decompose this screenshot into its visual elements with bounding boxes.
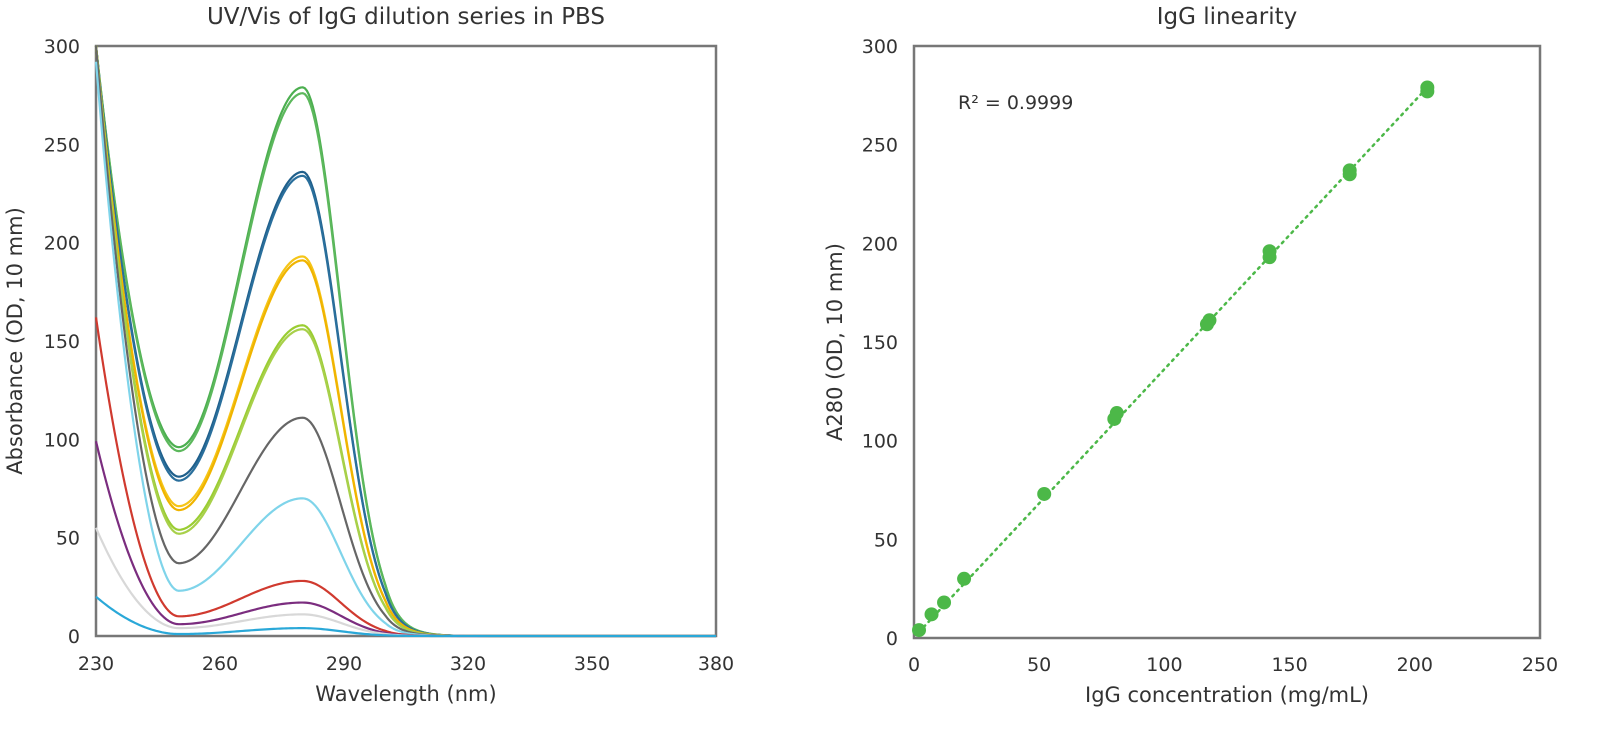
uv-vis-spectrum-chart: UV/Vis of IgG dilution series in PBS 230…: [3, 4, 734, 706]
igg-linearity-chart: IgG linearity 0 50 100 150 200 250 0 50 100 150 2…: [823, 4, 1558, 707]
y-tick-label: 200: [862, 233, 898, 255]
y-tick-labels: 0 50 100 150 200 250 300: [862, 36, 898, 650]
data-point: [1037, 486, 1052, 501]
data-point: [1262, 244, 1277, 259]
x-axis-label: Wavelength (nm): [315, 682, 496, 706]
y-tick-label: 50: [874, 529, 898, 551]
y-tick-label: 250: [862, 135, 898, 157]
x-tick-label: 250: [1522, 654, 1558, 676]
data-point: [937, 595, 952, 610]
y-tick-label: 300: [862, 36, 898, 58]
x-tick-label: 0: [908, 654, 920, 676]
x-tick-label: 230: [78, 653, 114, 675]
data-point: [1109, 406, 1124, 421]
y-tick-label: 150: [44, 331, 80, 353]
y-tick-label: 300: [44, 36, 80, 58]
plot-frame: [912, 44, 1542, 640]
y-tick-label: 250: [44, 134, 80, 156]
x-tick-label: 100: [1146, 654, 1182, 676]
y-tick-label: 50: [56, 528, 80, 550]
x-tick-label: 380: [698, 653, 734, 675]
y-tick-label: 100: [44, 429, 80, 451]
r-squared-annotation: R² = 0.9999: [958, 92, 1073, 114]
y-axis-label: Absorbance (OD, 10 mm): [3, 207, 27, 475]
x-tick-labels: 230 260 290 320 350 380: [78, 653, 734, 675]
y-tick-label: 0: [886, 628, 898, 650]
y-tick-labels: 0 50 100 150 200 250 300: [44, 36, 80, 648]
y-tick-label: 150: [862, 332, 898, 354]
data-point: [1342, 163, 1357, 178]
fit-line: [917, 86, 1429, 634]
spectrum-lines: [94, 45, 716, 638]
x-tick-label: 350: [574, 653, 610, 675]
x-tick-label: 150: [1271, 654, 1307, 676]
chart-title: IgG linearity: [1157, 4, 1298, 30]
x-tick-label: 320: [450, 653, 486, 675]
chart-title: UV/Vis of IgG dilution series in PBS: [207, 4, 605, 30]
y-tick-label: 200: [44, 233, 80, 255]
y-axis-label: A280 (OD, 10 mm): [823, 243, 847, 441]
x-tick-label: 50: [1027, 654, 1051, 676]
data-point: [1420, 80, 1435, 95]
x-tick-labels: 0 50 100 150 200 250: [908, 654, 1558, 676]
y-tick-label: 0: [68, 626, 80, 648]
x-tick-label: 260: [202, 653, 238, 675]
data-point: [957, 571, 972, 586]
data-point: [924, 607, 939, 622]
data-point: [912, 623, 927, 638]
y-tick-label: 100: [862, 431, 898, 453]
x-tick-label: 290: [326, 653, 362, 675]
fit-line-group: [917, 86, 1429, 634]
data-point: [1202, 313, 1217, 328]
x-tick-label: 200: [1397, 654, 1433, 676]
spectrum-line: [95, 595, 716, 638]
x-axis-label: IgG concentration (mg/mL): [1085, 683, 1369, 707]
data-points: [912, 80, 1435, 638]
